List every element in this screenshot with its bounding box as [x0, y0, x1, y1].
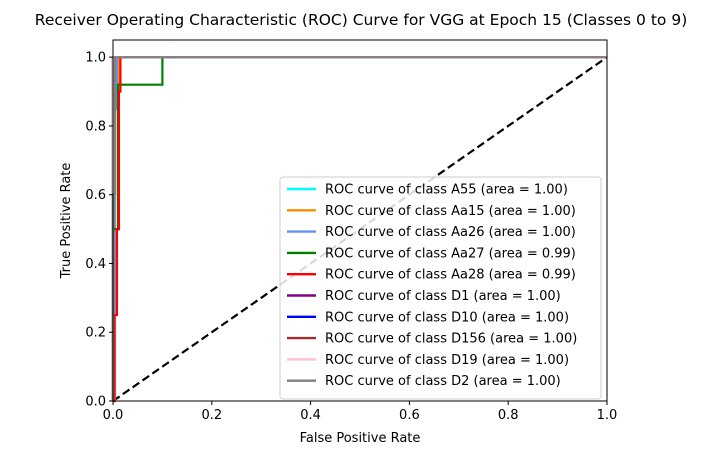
x-tick-label: 0.8 [498, 408, 519, 423]
legend-label: ROC curve of class D19 (area = 1.00) [325, 353, 569, 368]
legend-label: ROC curve of class D1 (area = 1.00) [325, 289, 561, 304]
plot-area-frame [112, 39, 608, 402]
legend-label: ROC curve of class A55 (area = 1.00) [325, 183, 568, 198]
legend-label: ROC curve of class Aa26 (area = 1.00) [325, 225, 576, 240]
x-tick-label: 0.4 [300, 408, 321, 423]
x-tick-label: 0.6 [399, 408, 420, 423]
legend-box [279, 176, 602, 400]
y-tick-label: 0.2 [85, 326, 106, 341]
legend-label: ROC curve of class D10 (area = 1.00) [325, 310, 569, 325]
y-tick-label: 0.0 [85, 395, 106, 410]
legend-label: ROC curve of class D156 (area = 1.00) [325, 332, 577, 347]
legend-label: ROC curve of class Aa27 (area = 0.99) [325, 246, 576, 261]
chart-title: Receiver Operating Characteristic (ROC) … [35, 11, 688, 29]
legend-label: ROC curve of class Aa15 (area = 1.00) [325, 204, 576, 219]
y-tick-label: 0.4 [85, 257, 106, 272]
x-tick-label: 0.2 [201, 408, 222, 423]
y-tick-label: 0.6 [85, 188, 106, 203]
x-axis-label: False Positive Rate [300, 431, 421, 446]
roc-series-line-4 [113, 56, 607, 403]
legend-label: ROC curve of class Aa28 (area = 0.99) [325, 268, 576, 283]
x-tick-label: 0.0 [103, 408, 124, 423]
legend: ROC curve of class A55 (area = 1.00) ROC … [279, 176, 602, 400]
y-tick-label: 1.0 [85, 51, 106, 66]
x-tick-label: 1.0 [597, 408, 618, 423]
y-tick-label: 0.8 [85, 119, 106, 134]
legend-label: ROC curve of class D2 (area = 1.00) [325, 374, 561, 389]
y-axis-label: True Positive Rate [59, 163, 74, 280]
